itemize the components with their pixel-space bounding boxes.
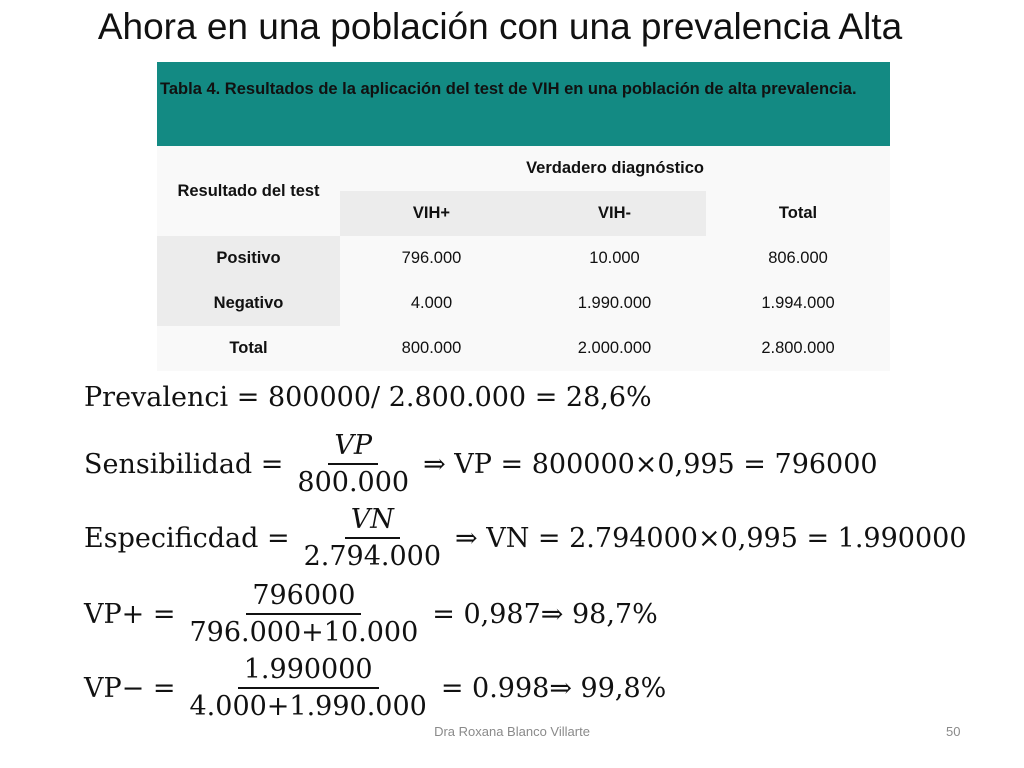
formula-vp-negativo: VP− = 1.990000 4.000+1.990.000 = 0.998⇒ … <box>84 654 666 722</box>
row-label: Total <box>157 326 340 371</box>
table-row: Total 800.000 2.000.000 2.800.000 <box>157 326 891 371</box>
formula-result: = 0,987⇒ 98,7% <box>432 598 658 630</box>
col-header-vih-neg: VIH- <box>523 191 706 236</box>
table-cell: 806.000 <box>706 236 891 281</box>
page-number: 50 <box>946 724 961 739</box>
formula-label: VP− = <box>84 672 176 704</box>
table-cell: 800.000 <box>340 326 523 371</box>
table-cell: 1.990.000 <box>523 281 706 326</box>
fraction: VP 800.000 <box>291 430 415 498</box>
table-cell: 10.000 <box>523 236 706 281</box>
formula-vp-positivo: VP+ = 796000 796.000+10.000 = 0,987⇒ 98,… <box>84 580 658 648</box>
table-row: Positivo 796.000 10.000 806.000 <box>157 236 891 281</box>
fraction-numerator: 1.990000 <box>237 654 379 689</box>
formula-label: Sensibilidad = <box>84 448 284 480</box>
formula-prevalencia: Prevalenci = 800000/ 2.800.000 = 28,6% <box>84 382 652 413</box>
results-table: Tabla 4. Resultados de la aplicación del… <box>157 62 891 371</box>
formula-text: Prevalenci = 800000/ 2.800.000 = 28,6% <box>84 382 652 413</box>
fraction-numerator: VN <box>344 504 400 539</box>
formula-result: = 0.998⇒ 99,8% <box>440 672 667 704</box>
row-label: Positivo <box>157 236 340 281</box>
footer-author: Dra Roxana Blanco Villarte <box>434 724 590 739</box>
formula-sensibilidad: Sensibilidad = VP 800.000 ⇒ VP = 800000×… <box>84 430 878 498</box>
slide-title: Ahora en una población con una prevalenc… <box>97 6 903 47</box>
formula-label: VP+ = <box>84 598 176 630</box>
table-cell: 1.994.000 <box>706 281 891 326</box>
col-header-vih-pos: VIH+ <box>340 191 523 236</box>
fraction-denominator: 796.000+10.000 <box>189 617 419 648</box>
formula-result: ⇒ VN = 2.794000×0,995 = 1.990000 <box>455 522 967 554</box>
table-row: Negativo 4.000 1.990.000 1.994.000 <box>157 281 891 326</box>
fraction-numerator: VP <box>328 430 379 465</box>
table-cell: 796.000 <box>340 236 523 281</box>
group-header-cell: Verdadero diagnóstico <box>340 146 891 191</box>
fraction-denominator: 800.000 <box>297 467 410 498</box>
fraction-denominator: 2.794.000 <box>303 541 442 572</box>
col-header-total: Total <box>706 191 891 236</box>
fraction: 796000 796.000+10.000 <box>184 580 425 648</box>
table-caption: Tabla 4. Resultados de la aplicación del… <box>157 62 890 146</box>
fraction-numerator: 796000 <box>246 580 362 615</box>
row-header-cell: Resultado del test <box>157 146 340 236</box>
table-cell: 2.800.000 <box>706 326 891 371</box>
fraction: 1.990000 4.000+1.990.000 <box>184 654 433 722</box>
table-cell: 2.000.000 <box>523 326 706 371</box>
formula-especificidad: Especificdad = VN 2.794.000 ⇒ VN = 2.794… <box>84 504 967 572</box>
formula-result: ⇒ VP = 800000×0,995 = 796000 <box>423 448 878 480</box>
table-cell: 4.000 <box>340 281 523 326</box>
row-label: Negativo <box>157 281 340 326</box>
fraction: VN 2.794.000 <box>298 504 447 572</box>
fraction-denominator: 4.000+1.990.000 <box>189 691 427 722</box>
formula-label: Especificdad = <box>84 522 290 554</box>
